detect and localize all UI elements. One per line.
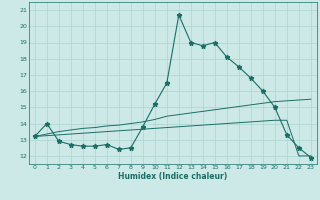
X-axis label: Humidex (Indice chaleur): Humidex (Indice chaleur): [118, 172, 228, 181]
